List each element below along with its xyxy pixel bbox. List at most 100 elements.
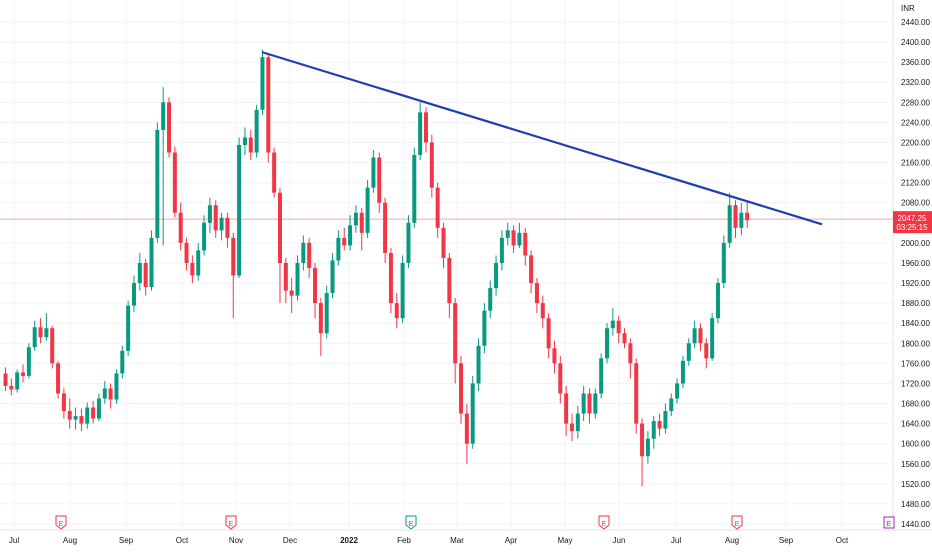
candle-body bbox=[733, 205, 738, 228]
candle bbox=[225, 212, 230, 248]
candle bbox=[675, 378, 680, 404]
candle bbox=[313, 262, 318, 319]
candle-body bbox=[67, 411, 72, 420]
candle bbox=[476, 338, 481, 391]
x-tick-label: Feb bbox=[397, 536, 411, 545]
candle bbox=[388, 247, 393, 314]
candle bbox=[435, 182, 440, 238]
candle bbox=[610, 308, 615, 336]
candle bbox=[26, 343, 31, 379]
y-tick-label: 1440.00 bbox=[901, 520, 930, 529]
candle-body bbox=[441, 227, 446, 258]
candle bbox=[429, 134, 434, 198]
candle bbox=[196, 242, 201, 281]
candle bbox=[342, 227, 347, 251]
candle-body bbox=[61, 393, 66, 412]
candle bbox=[616, 315, 621, 344]
candle bbox=[686, 338, 691, 366]
y-tick-label: 2160.00 bbox=[901, 159, 930, 168]
candle-body bbox=[9, 385, 14, 390]
candle-body bbox=[336, 237, 341, 261]
candle bbox=[593, 388, 598, 419]
x-tick-label: Jul bbox=[9, 536, 19, 545]
candle-body bbox=[564, 393, 569, 424]
candle-body bbox=[3, 373, 8, 386]
candle-body bbox=[15, 372, 20, 390]
candle-body bbox=[476, 345, 481, 384]
candle-body bbox=[202, 222, 207, 251]
candle-body bbox=[447, 257, 452, 304]
candle-body bbox=[289, 290, 294, 296]
candle bbox=[447, 252, 452, 319]
candle bbox=[680, 355, 685, 389]
candle bbox=[418, 102, 423, 161]
candle-body bbox=[546, 318, 551, 349]
grid bbox=[0, 0, 932, 531]
candle bbox=[727, 192, 732, 248]
x-tick-label: Sep bbox=[119, 536, 134, 545]
candle bbox=[459, 355, 464, 424]
candle bbox=[336, 230, 341, 266]
candle bbox=[587, 388, 592, 424]
candle-body bbox=[114, 373, 119, 400]
candle-body bbox=[523, 232, 528, 256]
earnings-marker-label: E bbox=[735, 521, 740, 528]
candle-body bbox=[745, 212, 750, 221]
candle-body bbox=[453, 303, 458, 364]
candle bbox=[254, 104, 259, 158]
x-tick-label: Apr bbox=[505, 536, 518, 545]
time-axis[interactable]: Jul Aug Sep Oct Nov Dec 2022 Feb Mar Apr May Jun Jul… bbox=[9, 536, 849, 545]
candle-body bbox=[657, 421, 662, 429]
y-tick-label: 2120.00 bbox=[901, 179, 930, 188]
price-axis[interactable]: INR 2440.00 2400.00 2360.00 2320.00 2280.00 22… bbox=[893, 4, 932, 529]
candle bbox=[131, 275, 136, 313]
currency-label: INR bbox=[901, 4, 915, 13]
candle-body bbox=[225, 217, 230, 238]
candle bbox=[552, 340, 557, 374]
candle-body bbox=[634, 363, 639, 424]
earnings-marker-shield bbox=[731, 515, 743, 530]
candle bbox=[517, 222, 522, 248]
candle bbox=[295, 255, 300, 301]
candle-body bbox=[470, 383, 475, 444]
candle bbox=[721, 235, 726, 289]
candle bbox=[120, 345, 125, 379]
candle-body bbox=[429, 142, 434, 188]
candle bbox=[534, 278, 539, 314]
candle bbox=[79, 408, 84, 432]
candle bbox=[569, 413, 574, 442]
candle-body bbox=[517, 232, 522, 246]
candle-body bbox=[161, 102, 166, 130]
candle bbox=[628, 338, 633, 379]
candle bbox=[605, 323, 610, 364]
trendline[interactable] bbox=[261, 51, 823, 226]
candle-body bbox=[675, 383, 680, 399]
earnings-marker-box bbox=[883, 516, 895, 529]
candle-body bbox=[418, 112, 423, 156]
candle-body bbox=[172, 152, 177, 213]
y-tick-label: 2360.00 bbox=[901, 58, 930, 67]
candle-body bbox=[313, 267, 318, 304]
candle-body bbox=[605, 328, 610, 359]
earnings-marker: E bbox=[598, 515, 610, 530]
candle bbox=[745, 200, 750, 228]
candle bbox=[102, 380, 107, 404]
last-price-badge bbox=[893, 211, 932, 234]
candle-body bbox=[102, 388, 107, 399]
y-tick-label: 1920.00 bbox=[901, 279, 930, 288]
candle-body bbox=[710, 318, 715, 359]
x-tick-label: Jul bbox=[671, 536, 681, 545]
candle-body bbox=[645, 438, 650, 457]
candle bbox=[85, 402, 90, 429]
x-tick-label: Aug bbox=[63, 536, 77, 545]
candle bbox=[161, 87, 166, 246]
candle-body bbox=[219, 217, 224, 231]
candle-body bbox=[663, 411, 668, 429]
candle-body bbox=[38, 327, 43, 338]
candle-body bbox=[704, 343, 709, 359]
candle-body bbox=[435, 187, 440, 228]
candle bbox=[564, 385, 569, 437]
candle bbox=[710, 313, 715, 361]
